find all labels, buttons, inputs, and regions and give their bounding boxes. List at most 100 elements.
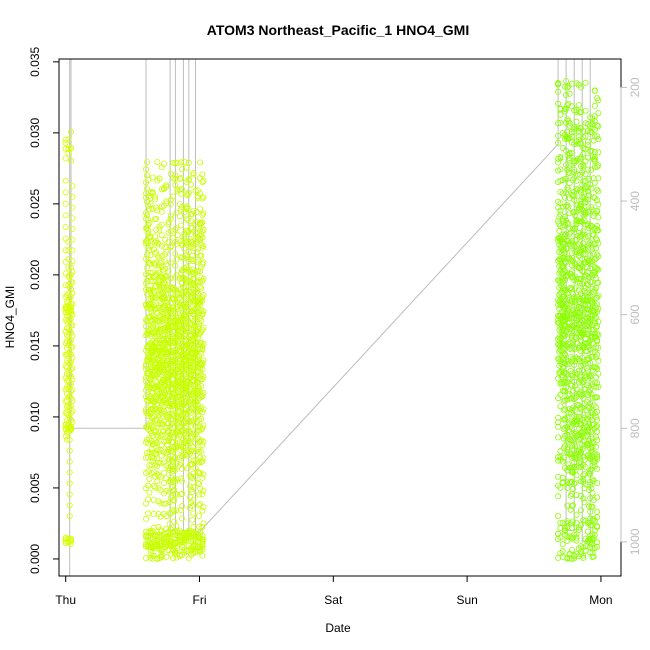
data-point xyxy=(151,545,158,552)
data-point xyxy=(156,345,163,352)
y2-tick-label: 600 xyxy=(628,304,642,324)
data-point xyxy=(580,150,587,157)
data-point xyxy=(200,243,207,250)
data-point xyxy=(147,364,154,371)
y2-tick-label: 1000 xyxy=(628,528,642,555)
data-point xyxy=(193,378,200,385)
data-point xyxy=(160,366,167,373)
data-point xyxy=(69,279,76,286)
data-point xyxy=(562,464,569,471)
data-point xyxy=(199,474,206,481)
data-point xyxy=(177,507,184,514)
data-point xyxy=(160,293,167,300)
data-point xyxy=(185,248,192,255)
data-point xyxy=(590,194,597,201)
data-point xyxy=(183,383,190,390)
data-point xyxy=(557,453,564,460)
data-point xyxy=(158,203,165,210)
data-point xyxy=(193,288,200,295)
data-point xyxy=(571,196,578,203)
data-point xyxy=(580,433,587,440)
data-point xyxy=(190,281,197,288)
data-point xyxy=(149,323,156,330)
data-point xyxy=(176,393,183,400)
data-point xyxy=(145,468,152,475)
data-point xyxy=(148,309,155,316)
data-point xyxy=(591,263,598,270)
data-point xyxy=(62,247,69,254)
data-point xyxy=(557,300,564,307)
data-point xyxy=(194,267,201,274)
data-point xyxy=(146,422,153,429)
data-point xyxy=(147,395,154,402)
data-point xyxy=(589,443,596,450)
data-point xyxy=(594,514,601,521)
data-point xyxy=(570,241,577,248)
data-point xyxy=(149,552,156,559)
y-tick-label: 0.000 xyxy=(28,544,42,574)
data-point xyxy=(578,406,585,413)
data-point xyxy=(162,258,169,265)
data-point xyxy=(564,520,571,527)
data-point xyxy=(594,301,601,308)
data-point xyxy=(582,196,589,203)
data-point xyxy=(172,478,179,485)
data-point xyxy=(190,241,197,248)
data-point xyxy=(160,275,167,282)
data-point xyxy=(151,398,158,405)
data-point xyxy=(185,391,192,398)
data-point xyxy=(189,516,196,523)
data-point xyxy=(580,268,587,275)
data-point xyxy=(62,189,69,196)
data-point xyxy=(584,138,591,145)
data-point xyxy=(158,253,165,260)
data-point xyxy=(564,484,571,491)
data-point xyxy=(165,384,172,391)
data-point xyxy=(564,290,571,297)
data-point xyxy=(194,187,201,194)
data-point xyxy=(163,553,170,560)
data-point xyxy=(584,142,591,149)
data-point xyxy=(151,417,158,424)
data-point xyxy=(142,194,149,201)
data-point xyxy=(575,265,582,272)
data-point xyxy=(163,198,170,205)
data-point xyxy=(593,364,600,371)
data-point xyxy=(173,256,180,263)
data-point xyxy=(146,206,153,213)
y-tick-label: 0.035 xyxy=(28,47,42,77)
data-point xyxy=(580,331,587,338)
data-point xyxy=(198,415,205,422)
data-point xyxy=(194,479,201,486)
data-point xyxy=(573,534,580,541)
data-point xyxy=(186,461,193,468)
data-point xyxy=(562,387,569,394)
data-point xyxy=(145,496,152,503)
data-point xyxy=(594,294,601,301)
data-point xyxy=(190,483,197,490)
data-point xyxy=(572,333,579,340)
data-point xyxy=(564,305,571,312)
data-point xyxy=(160,160,167,167)
data-point xyxy=(146,489,153,496)
data-point xyxy=(185,428,192,435)
data-point xyxy=(69,376,76,383)
data-point xyxy=(595,162,602,169)
data-point xyxy=(183,547,190,554)
data-point xyxy=(182,377,189,384)
data-point xyxy=(176,275,183,282)
data-point xyxy=(189,433,196,440)
data-point xyxy=(181,300,188,307)
data-point xyxy=(555,120,562,127)
data-point xyxy=(593,245,600,252)
data-point xyxy=(173,491,180,498)
data-point xyxy=(190,208,197,215)
data-point xyxy=(190,497,197,504)
data-point xyxy=(582,251,589,258)
data-point xyxy=(594,133,601,140)
data-point xyxy=(595,292,602,299)
data-point xyxy=(156,223,163,230)
data-point xyxy=(580,476,587,483)
data-point xyxy=(595,188,602,195)
data-point xyxy=(153,226,160,233)
